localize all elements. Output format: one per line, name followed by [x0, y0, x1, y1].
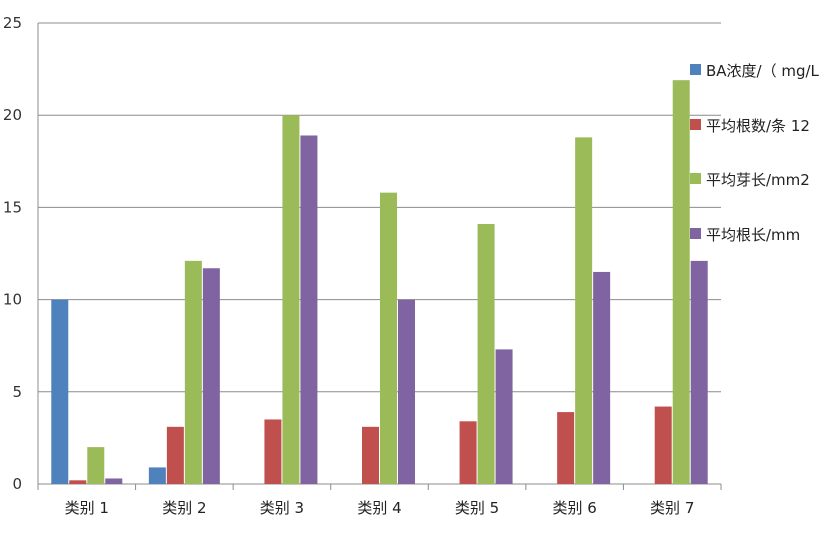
bar — [575, 137, 593, 484]
x-category-labels: 类别 1 类别 2 类别 3 类别 4 类别 5 类别 6 类别 7 — [65, 499, 695, 517]
bar — [184, 260, 202, 484]
bar — [148, 467, 166, 484]
legend-label: BA浓度/（ mg/L — [706, 62, 820, 80]
x-category-label: 类别 5 — [455, 499, 499, 517]
bar — [398, 299, 415, 484]
legend: BA浓度/（ mg/L 平均根数/条 12 平均芽长/mm2 平均根长/mm — [690, 62, 820, 244]
y-tick-label: 10 — [3, 291, 22, 309]
bar — [264, 419, 282, 484]
x-category-label: 类别 4 — [357, 499, 401, 517]
x-category-label: 类别 6 — [552, 499, 596, 517]
x-category-label: 类别 3 — [260, 499, 304, 517]
y-tick-label: 15 — [3, 198, 22, 216]
y-tick-label: 25 — [3, 14, 22, 32]
legend-label: 平均根长/mm — [706, 226, 800, 244]
legend-swatch — [690, 119, 701, 130]
bar — [362, 426, 379, 484]
bar — [690, 260, 708, 484]
bar — [459, 421, 477, 484]
bars — [51, 80, 708, 484]
bar — [477, 223, 495, 484]
bar — [557, 412, 575, 484]
y-tick-label: 5 — [12, 383, 22, 401]
axes — [37, 23, 722, 490]
bar — [51, 299, 69, 484]
legend-label: 平均芽长/mm2 — [706, 171, 810, 189]
bar — [105, 478, 123, 484]
y-tick-label: 0 — [12, 475, 22, 493]
legend-swatch — [690, 64, 701, 75]
bar — [69, 480, 87, 484]
gridlines — [38, 22, 721, 393]
bar — [654, 406, 672, 484]
bar — [282, 115, 300, 484]
x-category-label: 类别 2 — [162, 499, 206, 517]
bar — [87, 447, 105, 484]
bar — [495, 349, 513, 484]
y-tick-label: 20 — [3, 106, 22, 124]
bar — [166, 426, 184, 484]
legend-swatch — [690, 228, 701, 239]
bar — [380, 192, 397, 484]
bar — [593, 271, 611, 484]
legend-swatch — [690, 173, 701, 184]
x-category-label: 类别 7 — [650, 499, 694, 517]
x-category-label: 类别 1 — [65, 499, 109, 517]
bar — [672, 80, 690, 484]
legend-label: 平均根数/条 12 — [706, 117, 810, 135]
bar — [202, 268, 220, 484]
y-tick-labels: 0 5 10 15 20 25 — [3, 14, 22, 493]
bar — [300, 135, 318, 484]
